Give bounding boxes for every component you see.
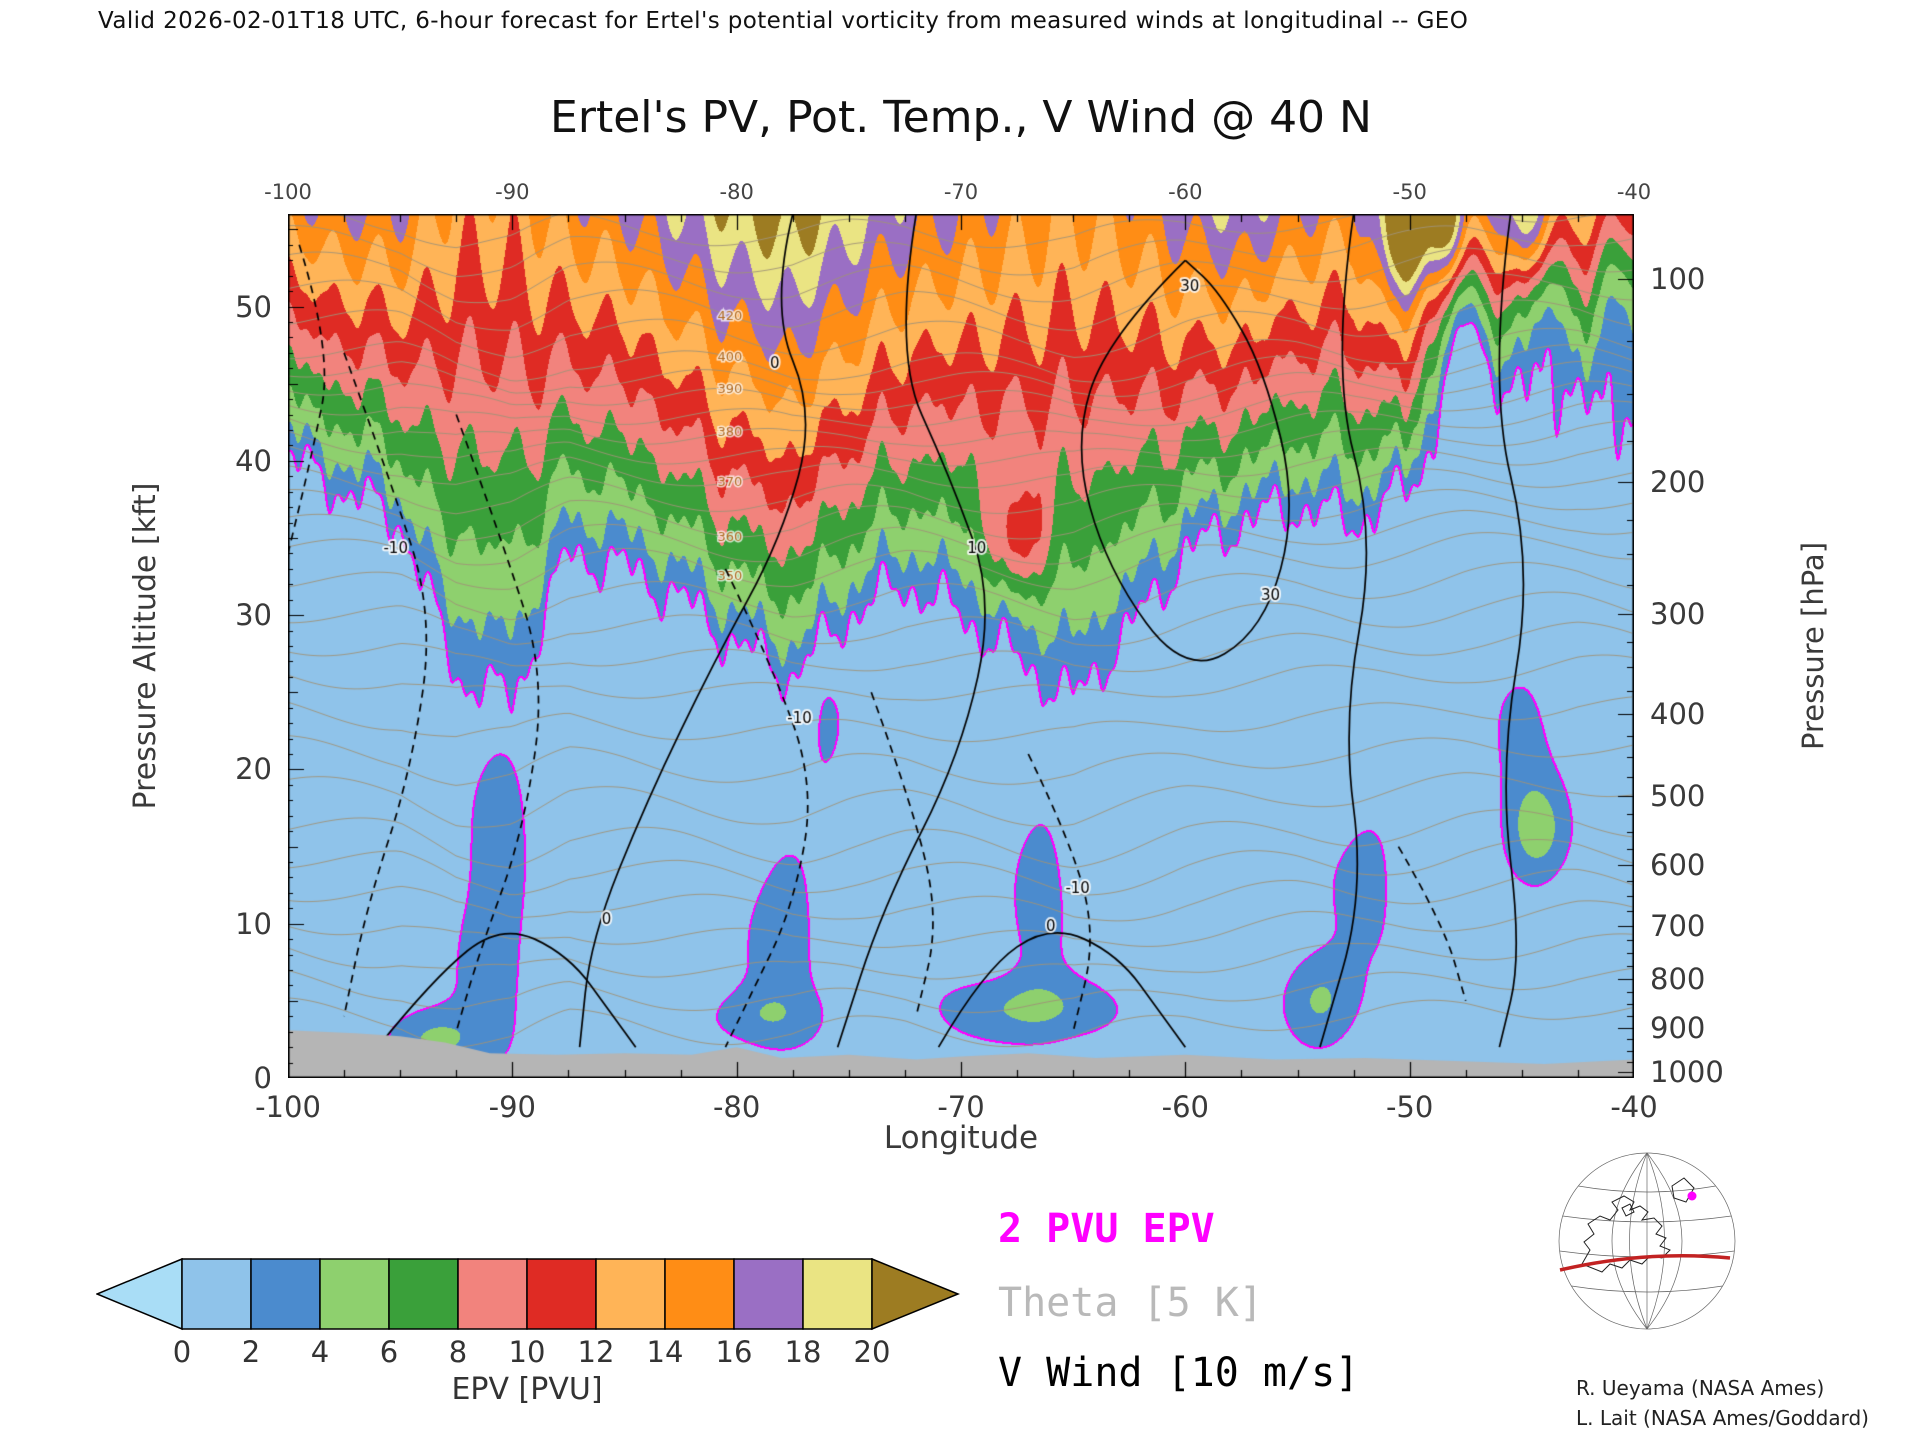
x-tick-label: -70 — [937, 1090, 985, 1124]
colorbar-cell — [181, 1258, 252, 1330]
y-right-tick-label: 200 — [1650, 465, 1706, 500]
y-left-tick-label: 10 — [235, 906, 272, 941]
y-left-tick-label: 40 — [235, 443, 272, 478]
colorbar-tick-label: 6 — [380, 1335, 398, 1369]
y-right-tick-label: 100 — [1650, 261, 1706, 296]
x-tick-label: -100 — [255, 1090, 321, 1124]
colorbar-tick-label: 10 — [509, 1335, 546, 1369]
map-location-dot — [1687, 1191, 1697, 1201]
epv-cross-section-plot — [288, 214, 1634, 1078]
colorbar-tick-label: 0 — [173, 1335, 191, 1369]
y-right-tick-label: 300 — [1650, 597, 1706, 632]
x-top-tick-label: -90 — [495, 180, 530, 204]
colorbar-cell — [250, 1258, 321, 1330]
colorbar-cell — [664, 1258, 735, 1330]
colorbar-cell — [388, 1258, 459, 1330]
colorbar-tick-label: 2 — [242, 1335, 260, 1369]
y-left-tick-label: 50 — [235, 289, 272, 324]
map-cross-section-arc — [1559, 1253, 1731, 1272]
x-top-tick-label: -60 — [1168, 180, 1203, 204]
colorbar-tick-label: 14 — [647, 1335, 684, 1369]
colorbar: 0 2 4 6 8 10 12 14 16 18 20 — [96, 1258, 960, 1369]
y-left-tick-label: 0 — [253, 1061, 272, 1095]
colorbar-overflow-arrow — [871, 1258, 960, 1331]
colorbar-cell — [319, 1258, 390, 1330]
colorbar-tick-label: 20 — [854, 1335, 891, 1369]
colorbar-label: EPV [PVU] — [451, 1372, 603, 1407]
legend-theta-label: Theta [5 K] — [998, 1280, 1263, 1326]
y-left-tick-label: 30 — [235, 598, 272, 633]
colorbar-cell — [526, 1258, 597, 1330]
y-right-tick-label: 1000 — [1650, 1055, 1724, 1090]
colorbar-cell — [595, 1258, 666, 1330]
y-right-axis-label: Pressure [hPa] — [1796, 541, 1830, 751]
colorbar-tick-label: 16 — [716, 1335, 753, 1369]
y-left-axis-label: Pressure Altitude [kft] — [128, 482, 163, 810]
credit-line-2: L. Lait (NASA Ames/Goddard) — [1576, 1406, 1869, 1430]
legend-2pvu-label: 2 PVU EPV — [998, 1206, 1215, 1252]
y-right-tick-label: 600 — [1650, 848, 1706, 883]
x-axis-label: Longitude — [883, 1120, 1039, 1156]
x-tick-label: -50 — [1385, 1090, 1434, 1124]
colorbar-tick-label: 8 — [449, 1335, 467, 1369]
x-tick-label: -60 — [1161, 1090, 1210, 1124]
map-inset — [1558, 1152, 1736, 1330]
colorbar-cell — [733, 1258, 804, 1330]
x-top-tick-label: -50 — [1392, 180, 1427, 204]
colorbar-tick-label: 12 — [578, 1335, 615, 1369]
validity-header: Valid 2026-02-01T18 UTC, 6-hour forecast… — [98, 8, 1469, 34]
x-top-tick-label: -80 — [719, 180, 754, 204]
x-top-tick-label: -40 — [1616, 180, 1652, 204]
y-right-tick-label: 900 — [1650, 1010, 1706, 1045]
y-right-tick-label: 700 — [1650, 908, 1706, 943]
x-top-tick-label: -100 — [264, 180, 312, 204]
colorbar-cell — [457, 1258, 528, 1330]
map-graticule — [1558, 1152, 1736, 1330]
colorbar-tick-label: 4 — [311, 1335, 329, 1369]
y-right-tick-label: 800 — [1650, 962, 1706, 997]
y-right-tick-label: 500 — [1650, 778, 1706, 813]
colorbar-cell — [802, 1258, 873, 1330]
x-tick-label: -40 — [1610, 1090, 1658, 1124]
legend-vwind-label: V Wind [10 m/s] — [998, 1350, 1360, 1396]
y-left-tick-label: 20 — [235, 752, 272, 787]
plot-title: Ertel's PV, Pot. Temp., V Wind @ 40 N — [550, 92, 1372, 143]
x-top-tick-label: -70 — [943, 180, 979, 204]
colorbar-underflow-arrow — [96, 1258, 183, 1331]
y-right-tick-label: 400 — [1650, 697, 1706, 732]
x-tick-label: -90 — [488, 1090, 537, 1124]
credit-line-1: R. Ueyama (NASA Ames) — [1576, 1376, 1825, 1400]
x-tick-label: -80 — [712, 1090, 761, 1124]
colorbar-tick-label: 18 — [785, 1335, 822, 1369]
